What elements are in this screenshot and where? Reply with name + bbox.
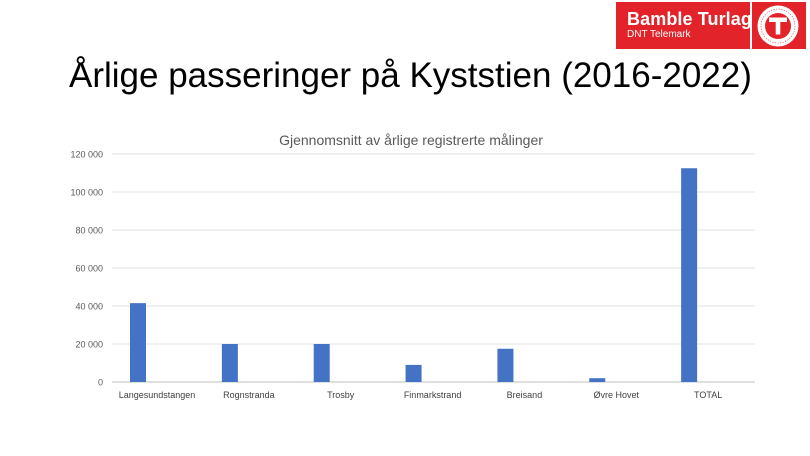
x-tick-label: Finmarkstrand	[404, 390, 462, 400]
chart-title: Gjennomsnitt av årlige registrerte målin…	[279, 132, 543, 148]
gridlines	[112, 153, 755, 383]
x-tick-label: Breisand	[507, 390, 543, 400]
bar	[497, 348, 514, 382]
logo-subtitle: DNT Telemark	[627, 29, 691, 40]
x-tick-label: Langesundstangen	[119, 390, 196, 400]
bar	[681, 168, 698, 382]
y-axis-ticks: 0 20 000 40 000 60 000 80 000 100 000 120 000	[70, 150, 103, 388]
y-tick-label: 60 000	[75, 264, 103, 274]
logo: Bamble Turlag DNT Telemark	[616, 2, 806, 49]
bar	[589, 378, 606, 382]
x-tick-label: TOTAL	[694, 390, 722, 400]
y-tick-label: 80 000	[75, 226, 103, 236]
logo-text: Bamble Turlag DNT Telemark	[616, 10, 752, 41]
logo-divider	[750, 2, 752, 49]
y-tick-label: 100 000	[70, 188, 103, 198]
x-tick-label: Rognstranda	[223, 390, 275, 400]
bar	[405, 364, 422, 382]
bar	[130, 303, 146, 382]
y-tick-label: 40 000	[75, 302, 103, 312]
bar	[221, 344, 238, 382]
x-tick-label: Øvre Hovet	[594, 390, 640, 400]
y-tick-label: 20 000	[75, 340, 103, 350]
logo-name: Bamble Turlag	[627, 9, 752, 29]
dnt-seal-icon	[757, 5, 799, 47]
y-tick-label: 120 000	[70, 150, 103, 160]
bar	[313, 344, 330, 382]
x-axis-labels: Langesundstangen Rognstranda Trosby Finmark…	[119, 390, 723, 400]
slide-title: Årlige passeringer på Kyststien (2016-20…	[69, 56, 752, 95]
bars	[130, 168, 698, 382]
x-tick-label: Trosby	[327, 390, 355, 400]
y-tick-label: 0	[98, 378, 103, 388]
